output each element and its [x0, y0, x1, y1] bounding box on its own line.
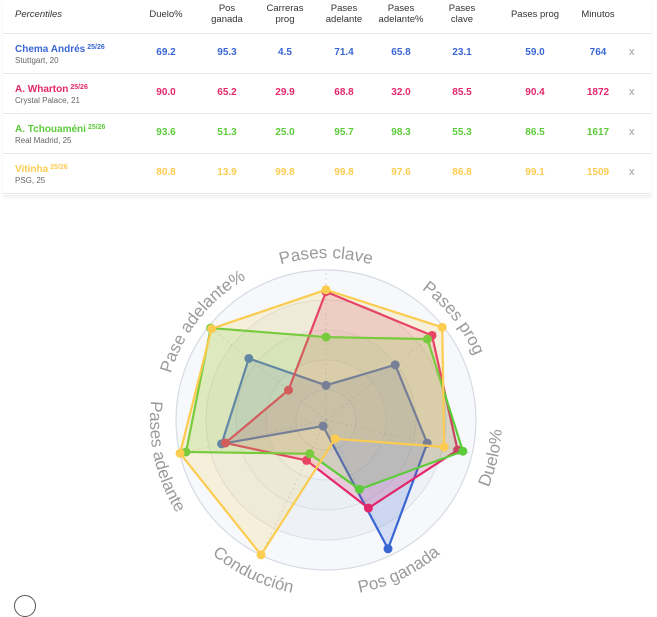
stat-cell-pases-adelante: 97.6	[391, 167, 411, 178]
stat-cell-minutos: 764	[589, 47, 607, 58]
grid-spoke	[260, 419, 327, 556]
header-duelo: Duelo%	[149, 9, 183, 20]
stat-cell-duelo: 69.2	[156, 47, 176, 58]
data-point	[175, 448, 185, 458]
data-point	[318, 421, 328, 431]
stat-cell-carreras-prog: 4.5	[278, 47, 292, 58]
stat-cell-duelo: 93.6	[156, 127, 176, 138]
player-name-text: Chema Andrés	[15, 44, 86, 55]
header-minutos: Minutos	[581, 9, 615, 20]
remove-player-button[interactable]: x	[629, 86, 635, 98]
data-point	[283, 385, 293, 395]
stat-cell-pases-adelante: 32.0	[391, 87, 411, 98]
axis-label: Pases clave	[277, 243, 375, 268]
stat-cell-pases-clave: 23.1	[452, 47, 472, 58]
header-pos-ganada: Pos ganada	[211, 3, 243, 25]
player-name-text: A. Wharton	[15, 84, 69, 95]
data-point	[256, 550, 266, 560]
data-point	[244, 353, 254, 363]
grid-spoke	[208, 326, 327, 421]
stat-cell-pases-adelante: 71.4	[334, 47, 354, 58]
player-name: Chema Andrés 25/26	[15, 44, 105, 55]
data-point	[330, 434, 340, 444]
header-pases-adelante: Pases adelante	[325, 3, 363, 25]
stat-cell-pases-adelante: 99.8	[334, 167, 354, 178]
grid-spoke	[325, 326, 444, 421]
player-team: Stuttgart, 20	[15, 56, 59, 65]
header-pases-clave: Pases clave	[448, 3, 476, 25]
table-header: Percentiles Duelo% Pos ganada Carreras prog Pa…	[3, 0, 651, 34]
comparison-table: Percentiles Duelo% Pos ganada Carreras prog Pa…	[3, 0, 651, 196]
stat-cell-pases-prog: 86.5	[525, 127, 545, 138]
stat-cell-pos-ganada: 95.3	[217, 47, 237, 58]
data-point	[363, 503, 373, 513]
stat-cell-pases-adelante: 68.8	[334, 87, 354, 98]
player-name-text: Vitinha	[15, 164, 49, 175]
stat-cell-duelo: 90.0	[156, 87, 176, 98]
stat-cell-pases-prog: 90.4	[525, 87, 545, 98]
stat-cell-pases-adelante: 95.7	[334, 127, 354, 138]
remove-player-button[interactable]: x	[629, 126, 635, 138]
remove-player-button[interactable]: x	[629, 166, 635, 178]
stat-cell-pases-adelante: 98.3	[391, 127, 411, 138]
data-point	[321, 332, 331, 342]
stat-cell-carreras-prog: 25.0	[275, 127, 295, 138]
grid-spoke	[179, 419, 327, 454]
data-point	[321, 285, 331, 295]
stat-cell-pases-prog: 59.0	[525, 47, 545, 58]
player-season: 25/26	[87, 124, 106, 131]
series-area	[178, 288, 446, 556]
table-row: Vitinha 25/26 PSG, 25 80.8 13.9 99.8 99.8 97.6 8…	[3, 154, 651, 194]
player-team: Real Madrid, 25	[15, 136, 72, 145]
data-point	[437, 322, 447, 332]
player-season: 25/26	[70, 84, 88, 91]
stat-cell-duelo: 80.8	[156, 167, 176, 178]
stat-cell-pases-clave: 85.5	[452, 87, 472, 98]
logo-icon	[14, 595, 36, 617]
data-point	[207, 324, 217, 334]
axis-label-text: Pases clave	[277, 243, 375, 268]
player-season: 25/26	[50, 164, 68, 171]
header-percentiles: Percentiles	[15, 9, 62, 20]
stat-cell-pases-clave: 55.3	[452, 127, 472, 138]
stat-cell-pos-ganada: 51.3	[217, 127, 237, 138]
data-point	[422, 334, 432, 344]
table-row: A. Tchouaméni 25/26 Real Madrid, 25 93.6 51.…	[3, 114, 651, 154]
data-point	[220, 438, 230, 448]
player-season: 25/26	[87, 44, 105, 51]
data-point	[354, 484, 364, 494]
player-name: A. Tchouaméni 25/26	[15, 124, 105, 135]
stat-cell-minutos: 1509	[586, 167, 610, 178]
table-row: A. Wharton 25/26 Crystal Palace, 21 90.0 65.…	[3, 74, 651, 114]
player-name-text: A. Tchouaméni	[15, 124, 86, 135]
stat-cell-pases-clave: 86.8	[452, 167, 472, 178]
data-point	[458, 446, 468, 456]
stat-cell-pases-prog: 99.1	[525, 167, 545, 178]
header-pases-prog: Pases prog	[510, 9, 560, 20]
player-name: Vitinha 25/26	[15, 164, 68, 175]
player-name: A. Wharton 25/26	[15, 84, 88, 95]
header-carreras-prog: Carreras prog	[266, 3, 304, 25]
stat-cell-pos-ganada: 13.9	[217, 167, 237, 178]
data-point	[321, 380, 331, 390]
data-point	[439, 442, 449, 452]
stat-cell-minutos: 1617	[586, 127, 610, 138]
data-point	[305, 449, 315, 459]
header-pases-adelante: Pases adelante%	[378, 3, 424, 25]
player-team: Crystal Palace, 21	[15, 96, 80, 105]
stat-cell-carreras-prog: 29.9	[275, 87, 295, 98]
stat-cell-carreras-prog: 99.8	[275, 167, 295, 178]
axis-label: Duelo%	[475, 428, 506, 489]
data-point	[383, 544, 393, 554]
stat-cell-minutos: 1872	[586, 87, 610, 98]
table-row: Chema Andrés 25/26 Stuttgart, 20 69.2 95.3 4.…	[3, 34, 651, 74]
data-point	[390, 360, 400, 370]
stat-cell-pases-adelante: 65.8	[391, 47, 411, 58]
player-team: PSG, 25	[15, 176, 46, 185]
axis-label-text: Duelo%	[475, 428, 506, 489]
series-vitinha	[175, 285, 449, 560]
stat-cell-pos-ganada: 65.2	[217, 87, 237, 98]
remove-player-button[interactable]: x	[629, 46, 635, 58]
